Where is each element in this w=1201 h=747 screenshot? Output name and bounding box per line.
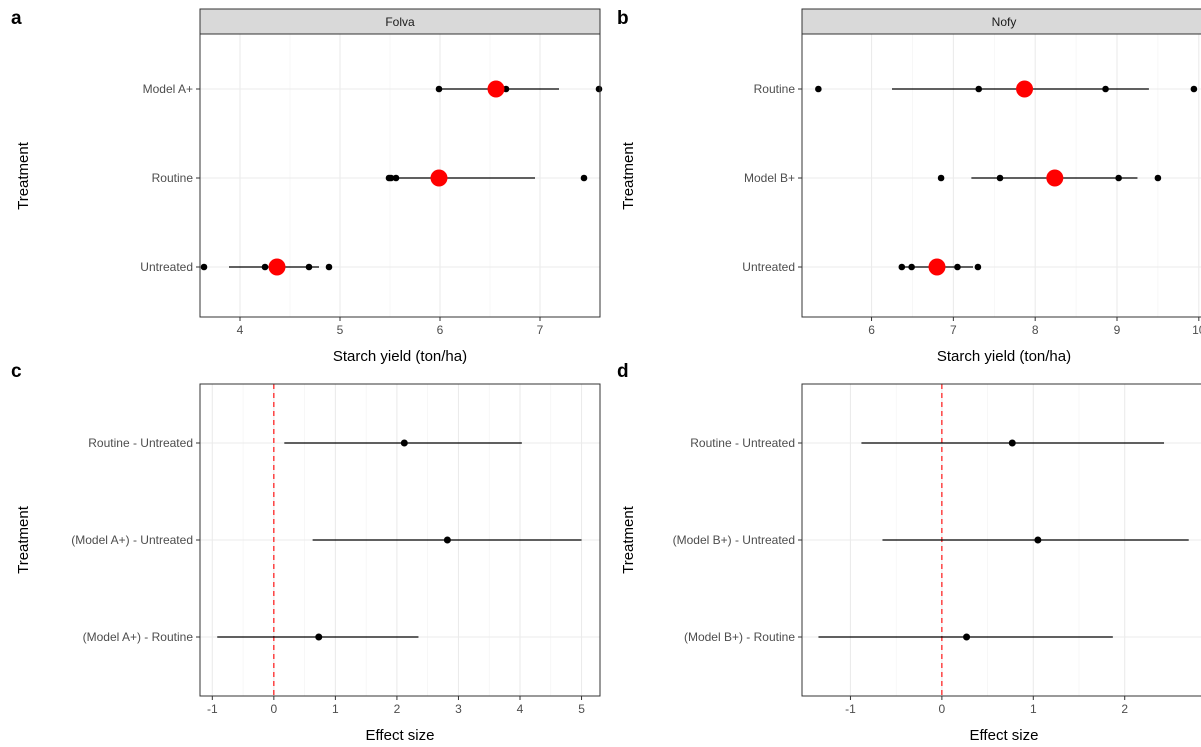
observation-point <box>1102 85 1109 93</box>
y-tick-label: Routine - Untreated <box>88 436 193 450</box>
panel-b: b Nofy 6 7 8 9 10 Routine Model B+ Untreated St… <box>617 8 1201 365</box>
x-tick-label: 7 <box>950 323 957 337</box>
x-tick-label: 7 <box>537 323 544 337</box>
y-tick-label: (Model A+) - Untreated <box>71 533 193 547</box>
y-tick-label: Routine - Untreated <box>690 436 795 450</box>
y-axis-title: Treatment <box>620 505 637 574</box>
observation-point <box>954 263 961 271</box>
y-tick-label: Untreated <box>742 260 795 274</box>
observation-point <box>898 263 906 271</box>
x-tick-label: 9 <box>1114 323 1121 337</box>
x-tick-label: 2 <box>394 702 401 716</box>
x-axis-title: Starch yield (ton/ha) <box>333 348 467 365</box>
panel-label: c <box>11 361 22 382</box>
observation-point <box>1154 174 1162 182</box>
observation-point <box>1190 85 1198 93</box>
x-tick-label: 4 <box>517 702 524 716</box>
x-tick-label: 8 <box>1032 323 1039 337</box>
plot-border <box>801 33 1201 318</box>
x-tick-label: 10 <box>1192 323 1201 337</box>
strip-background <box>801 8 1201 35</box>
observation-point <box>261 263 269 271</box>
y-tick-label: Routine <box>152 171 194 185</box>
observation-point <box>580 174 588 182</box>
y-tick-label: Model B+ <box>744 171 795 185</box>
x-tick-label: 0 <box>271 702 278 716</box>
observation-point <box>392 174 400 182</box>
mean-point <box>928 258 946 276</box>
x-tick-label: -1 <box>207 702 218 716</box>
y-tick-label: (Model B+) - Routine <box>684 630 795 644</box>
effect-estimate-point <box>315 633 323 641</box>
observation-point <box>975 85 983 93</box>
observation-point <box>305 263 313 271</box>
observation-point <box>502 85 510 93</box>
observation-point <box>996 174 1004 182</box>
mean-point <box>487 80 505 98</box>
strip-title: Folva <box>385 15 415 29</box>
mean-point <box>1016 80 1034 98</box>
y-axis-title: Treatment <box>15 141 32 210</box>
x-tick-label: -1 <box>845 702 856 716</box>
x-axis-title: Effect size <box>366 727 435 744</box>
observation-point <box>937 174 945 182</box>
x-tick-label: 3 <box>455 702 462 716</box>
panel-c: c -1 0 1 2 3 4 5 Routine - Untreated (Model A+) … <box>11 361 601 744</box>
y-tick-label: Untreated <box>140 260 193 274</box>
observation-point <box>435 85 443 93</box>
panel-label: b <box>617 8 629 29</box>
plot-border <box>199 33 601 318</box>
x-tick-label: 4 <box>237 323 244 337</box>
y-axis-title: Treatment <box>620 141 637 210</box>
panel-label: d <box>617 361 629 382</box>
observation-point <box>1115 174 1122 182</box>
y-tick-label: Model A+ <box>143 82 193 96</box>
x-tick-label: 6 <box>437 323 444 337</box>
observation-point <box>387 174 395 182</box>
observation-point <box>200 263 208 271</box>
x-tick-label: 1 <box>332 702 339 716</box>
x-axis-title: Starch yield (ton/ha) <box>937 348 1071 365</box>
mean-point <box>1046 169 1064 187</box>
panel-a: a Folva 4 5 6 7 Model A+ Routine Untreated Sta… <box>11 8 603 365</box>
panel-d: d -1 0 1 2 Routine - Untreated (Model B+) - U… <box>617 361 1201 744</box>
observation-point <box>974 263 982 271</box>
effect-estimate-point <box>443 536 451 544</box>
x-tick-label: 1 <box>1030 702 1037 716</box>
mean-point <box>268 258 286 276</box>
x-tick-label: 0 <box>939 702 946 716</box>
observation-point <box>908 263 915 271</box>
y-tick-label: Routine <box>754 82 796 96</box>
effect-estimate-point <box>400 439 408 447</box>
observation-point <box>325 263 333 271</box>
mean-point <box>430 169 448 187</box>
y-axis-title: Treatment <box>15 505 32 574</box>
x-tick-label: 2 <box>1121 702 1128 716</box>
y-tick-label: (Model B+) - Untreated <box>673 533 795 547</box>
observation-point <box>815 85 822 93</box>
y-tick-label: (Model A+) - Routine <box>83 630 194 644</box>
x-tick-label: 5 <box>578 702 585 716</box>
effect-estimate-point <box>1008 439 1016 447</box>
strip-background <box>199 8 601 35</box>
effect-estimate-point <box>963 633 971 641</box>
observation-point <box>595 85 603 93</box>
x-axis-title: Effect size <box>970 727 1039 744</box>
strip-title: Nofy <box>992 15 1017 29</box>
panel-label: a <box>11 8 22 29</box>
x-tick-label: 5 <box>337 323 344 337</box>
effect-estimate-point <box>1034 536 1042 544</box>
x-tick-label: 6 <box>868 323 875 337</box>
